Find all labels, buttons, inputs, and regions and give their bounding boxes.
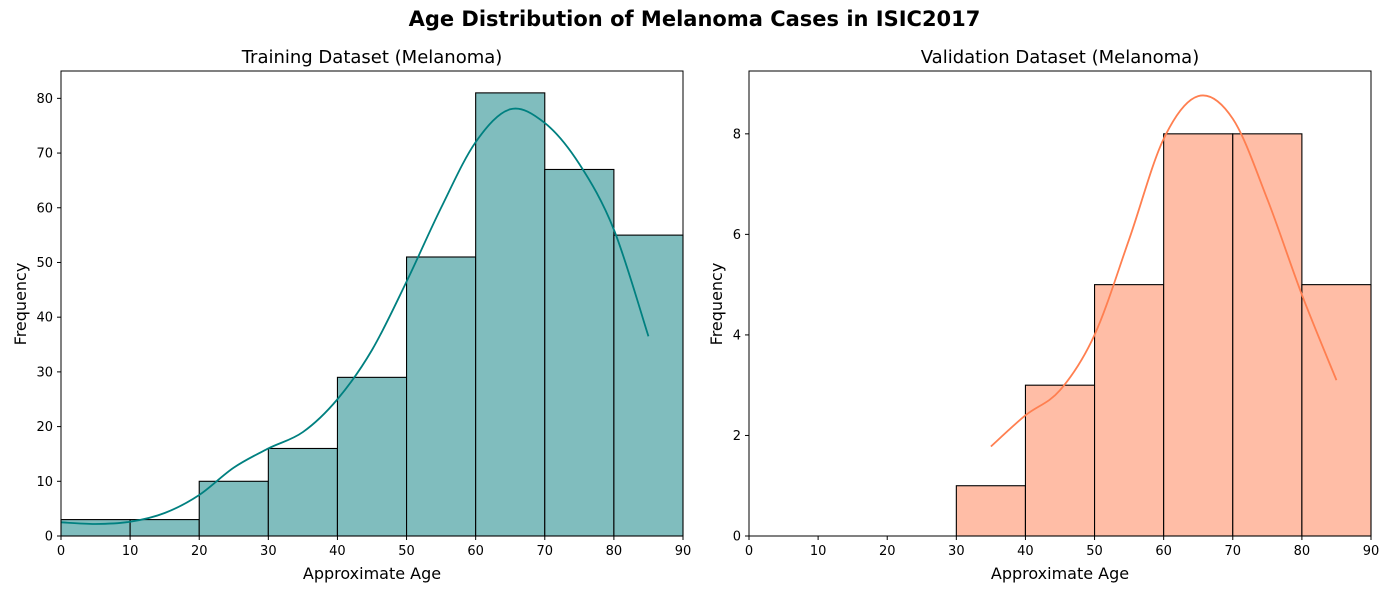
validation-bars xyxy=(955,133,1372,537)
training-y-tick-label: 80 xyxy=(36,92,53,107)
training-bar xyxy=(267,447,338,537)
training-histogram-panel: Training Dataset (Melanoma) Approximate … xyxy=(11,47,691,583)
validation-y-tick-label: 0 xyxy=(733,530,741,545)
validation-bar xyxy=(1163,133,1234,537)
validation-x-tick-label: 50 xyxy=(1086,544,1103,559)
training-x-tick-label: 0 xyxy=(57,544,65,559)
training-bar xyxy=(613,234,684,537)
training-y-tick-label: 40 xyxy=(36,311,53,326)
validation-bar xyxy=(1094,284,1165,537)
training-y-tick-label: 60 xyxy=(36,201,53,216)
training-kde-curve xyxy=(60,107,650,525)
training-y-tick-label: 70 xyxy=(36,147,53,162)
training-y-tick-label: 30 xyxy=(36,365,53,380)
validation-x-tick-label: 40 xyxy=(1017,544,1034,559)
training-bar xyxy=(129,519,200,537)
training-x-tick-label: 30 xyxy=(260,544,277,559)
validation-histogram-panel: Validation Dataset (Melanoma) Approximat… xyxy=(707,47,1379,583)
validation-plot-frame xyxy=(748,70,1372,537)
validation-x-tick-label: 0 xyxy=(745,544,753,559)
validation-x-tick-label: 30 xyxy=(948,544,965,559)
training-x-tick-label: 10 xyxy=(122,544,139,559)
validation-y-axis-label: Frequency xyxy=(707,263,726,346)
training-x-tick-label: 90 xyxy=(675,544,692,559)
training-bar xyxy=(336,376,408,537)
training-bar xyxy=(60,519,131,537)
validation-y-tick-label: 4 xyxy=(733,328,741,343)
training-kde-line xyxy=(60,107,650,525)
training-axes: 0 10 20 30 40 50 60 70 80 90 0 10 20 30 40 50 60 70 80 xyxy=(36,70,692,559)
training-y-tick-label: 50 xyxy=(36,256,53,271)
training-bar xyxy=(198,480,269,537)
training-chart-title: Training Dataset (Melanoma) xyxy=(241,47,503,68)
validation-axes: 0 10 20 30 40 50 60 70 80 90 0 2 4 6 8 xyxy=(733,70,1380,559)
training-x-tick-label: 70 xyxy=(537,544,554,559)
training-bars xyxy=(60,92,684,537)
validation-x-tick-label: 60 xyxy=(1155,544,1172,559)
training-x-tick-label: 60 xyxy=(467,544,484,559)
validation-bar xyxy=(955,485,1026,537)
validation-x-tick-label: 70 xyxy=(1225,544,1242,559)
validation-bar xyxy=(1301,284,1372,537)
validation-kde-curve xyxy=(990,94,1338,448)
validation-kde-line xyxy=(990,94,1338,448)
training-x-tick-label: 20 xyxy=(191,544,208,559)
validation-y-tick-label: 2 xyxy=(733,429,741,444)
validation-x-tick-label: 20 xyxy=(879,544,896,559)
training-plot-frame xyxy=(60,70,684,537)
validation-y-tick-label: 6 xyxy=(733,228,741,243)
training-x-tick-label: 50 xyxy=(398,544,415,559)
training-bar xyxy=(406,256,477,537)
training-bar xyxy=(475,92,546,537)
training-y-tick-label: 10 xyxy=(36,475,53,490)
validation-x-tick-label: 10 xyxy=(810,544,827,559)
validation-y-tick-label: 8 xyxy=(733,127,741,142)
validation-x-tick-label: 80 xyxy=(1294,544,1311,559)
training-y-tick-label: 0 xyxy=(45,530,53,545)
validation-bar xyxy=(1232,133,1303,537)
validation-x-axis-label: Approximate Age xyxy=(991,564,1129,583)
training-y-axis-label: Frequency xyxy=(11,263,30,346)
validation-chart-title: Validation Dataset (Melanoma) xyxy=(921,47,1199,68)
training-bar xyxy=(544,168,615,537)
figure-title: Age Distribution of Melanoma Cases in IS… xyxy=(409,7,981,31)
training-y-tick-label: 20 xyxy=(36,420,53,435)
validation-bar xyxy=(1024,384,1096,537)
validation-x-tick-label: 90 xyxy=(1363,544,1380,559)
training-x-axis-label: Approximate Age xyxy=(303,564,441,583)
training-x-tick-label: 80 xyxy=(606,544,623,559)
training-x-tick-label: 40 xyxy=(329,544,346,559)
